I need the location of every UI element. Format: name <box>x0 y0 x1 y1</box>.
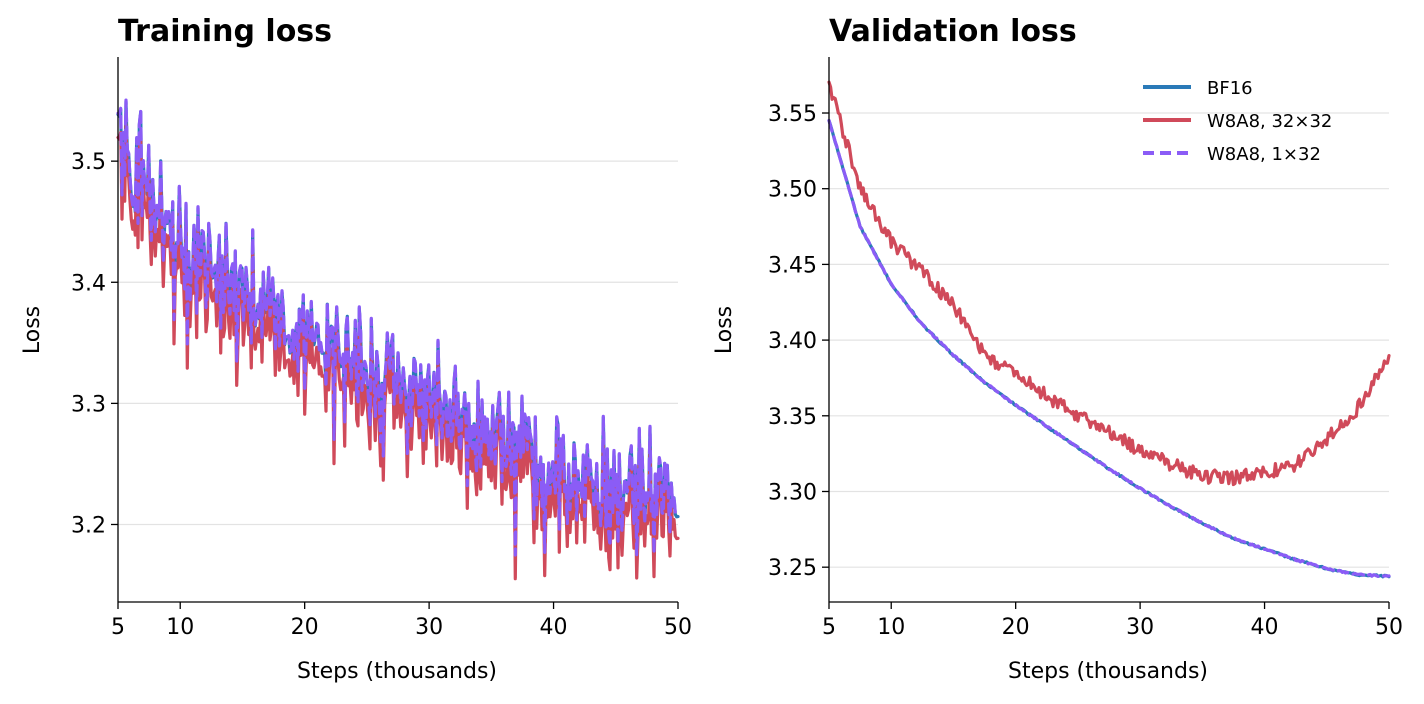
y-tick-label: 3.4 <box>71 271 106 296</box>
validation-x-axis-label: Steps (thousands) <box>1008 659 1208 684</box>
y-tick-label: 3.55 <box>768 102 817 127</box>
validation-series-lines <box>827 80 1391 579</box>
series-line-2 <box>116 98 680 557</box>
x-tick-label: 50 <box>664 615 692 640</box>
validation-loss-chart: Validation loss Steps (thousands) Loss 5… <box>712 14 1403 684</box>
x-tick-label: 50 <box>1375 615 1403 640</box>
training-axes: 5 10 20 30 40 50 3.2 3.3 3.4 3.5 <box>71 57 692 640</box>
y-tick-label: 3.5 <box>71 150 106 175</box>
validation-y-axis-label: Loss <box>712 306 737 354</box>
legend-label-1: W8A8, 32×32 <box>1207 111 1332 132</box>
training-loss-title: Training loss <box>118 14 332 49</box>
y-tick-label: 3.25 <box>768 556 817 581</box>
x-tick-label: 30 <box>415 615 443 640</box>
y-tick-label: 3.30 <box>768 480 817 505</box>
validation-axes: 5 10 20 30 40 50 3.25 3.30 3.35 3.40 3.45 3.50 3.55 <box>768 57 1403 640</box>
series-line-2 <box>827 118 1391 578</box>
legend-label-0: BF16 <box>1207 78 1253 99</box>
validation-loss-title: Validation loss <box>829 14 1077 49</box>
training-y-axis-label: Loss <box>20 306 45 354</box>
series-line-1 <box>827 80 1391 487</box>
y-tick-label: 3.45 <box>768 253 817 278</box>
training-series-lines <box>116 98 680 581</box>
x-tick-label: 40 <box>540 615 568 640</box>
x-tick-label: 40 <box>1251 615 1279 640</box>
y-tick-label: 3.3 <box>71 392 106 417</box>
y-tick-label: 3.50 <box>768 178 817 203</box>
x-tick-label: 20 <box>291 615 319 640</box>
legend-label-2: W8A8, 1×32 <box>1207 144 1321 165</box>
x-tick-label: 20 <box>1002 615 1030 640</box>
training-x-axis-label: Steps (thousands) <box>297 659 497 684</box>
training-loss-chart: Training loss Steps (thousands) Loss 5 10… <box>20 14 692 684</box>
x-tick-label: 5 <box>822 615 836 640</box>
x-tick-label: 5 <box>111 615 125 640</box>
training-gridlines <box>118 160 678 526</box>
validation-legend: BF16 W8A8, 32×32 W8A8, 1×32 <box>1143 78 1332 165</box>
y-tick-label: 3.2 <box>71 513 106 538</box>
y-tick-label: 3.40 <box>768 329 817 354</box>
validation-gridlines <box>829 112 1389 568</box>
x-tick-label: 10 <box>877 615 905 640</box>
y-tick-label: 3.35 <box>768 405 817 430</box>
x-tick-label: 10 <box>166 615 194 640</box>
x-tick-label: 30 <box>1126 615 1154 640</box>
